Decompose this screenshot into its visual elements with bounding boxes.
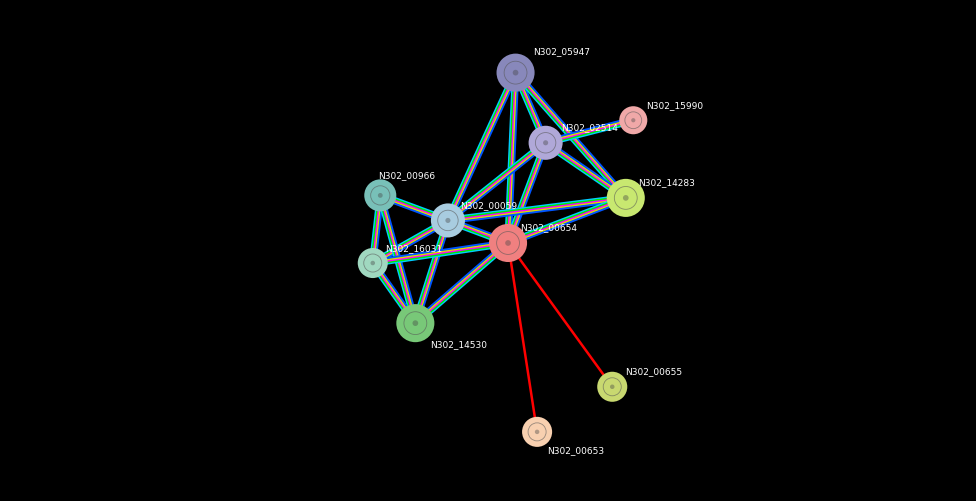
Circle shape: [489, 224, 527, 262]
Circle shape: [512, 70, 518, 76]
Circle shape: [445, 218, 451, 223]
Circle shape: [529, 126, 562, 160]
Circle shape: [497, 54, 535, 92]
Circle shape: [413, 320, 418, 326]
Text: N302_16031: N302_16031: [386, 244, 442, 254]
Text: N302_00966: N302_00966: [378, 171, 435, 180]
Circle shape: [535, 430, 540, 434]
Circle shape: [430, 203, 465, 237]
Text: N302_00655: N302_00655: [625, 367, 682, 376]
Circle shape: [623, 195, 629, 201]
Circle shape: [522, 417, 552, 447]
Circle shape: [619, 106, 647, 134]
Text: N302_14530: N302_14530: [430, 340, 487, 349]
Circle shape: [610, 385, 615, 389]
Circle shape: [396, 304, 434, 342]
Text: N302_00654: N302_00654: [520, 223, 578, 232]
Text: N302_15990: N302_15990: [646, 101, 703, 110]
Circle shape: [371, 261, 375, 266]
Circle shape: [364, 179, 396, 211]
Circle shape: [378, 193, 383, 198]
Text: N302_00059: N302_00059: [461, 201, 517, 210]
Circle shape: [543, 140, 549, 145]
Text: N302_05947: N302_05947: [533, 47, 590, 56]
Circle shape: [631, 118, 635, 122]
Circle shape: [597, 372, 628, 402]
Text: N302_00653: N302_00653: [548, 446, 604, 455]
Circle shape: [607, 179, 645, 217]
Circle shape: [506, 240, 510, 246]
Circle shape: [358, 248, 387, 278]
Text: N302_14283: N302_14283: [638, 178, 695, 187]
Text: N302_02514: N302_02514: [560, 123, 618, 132]
